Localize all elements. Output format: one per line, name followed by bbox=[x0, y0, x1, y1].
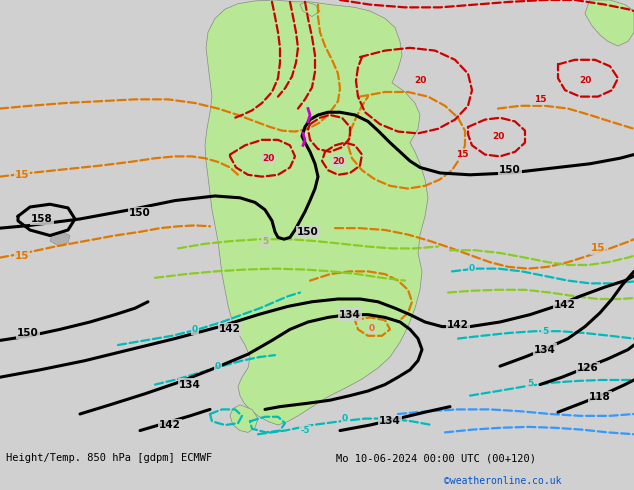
Text: 20: 20 bbox=[332, 156, 344, 166]
Text: 134: 134 bbox=[339, 310, 361, 319]
Text: 118: 118 bbox=[589, 392, 611, 402]
Text: 158: 158 bbox=[31, 214, 53, 224]
Text: 126: 126 bbox=[577, 363, 599, 373]
Text: 20: 20 bbox=[579, 76, 591, 85]
Polygon shape bbox=[50, 232, 70, 245]
Text: 5: 5 bbox=[527, 379, 533, 388]
Text: 15: 15 bbox=[15, 251, 29, 261]
Text: ©weatheronline.co.uk: ©weatheronline.co.uk bbox=[444, 476, 561, 486]
Polygon shape bbox=[300, 2, 320, 17]
Text: 0: 0 bbox=[369, 324, 375, 333]
Text: 150: 150 bbox=[297, 227, 319, 237]
Text: 20: 20 bbox=[262, 154, 274, 163]
Polygon shape bbox=[205, 0, 428, 425]
Text: 0: 0 bbox=[215, 362, 221, 370]
Text: 142: 142 bbox=[159, 420, 181, 430]
Text: 134: 134 bbox=[534, 344, 556, 355]
Text: 15: 15 bbox=[456, 150, 469, 159]
Text: 20: 20 bbox=[414, 76, 426, 85]
Polygon shape bbox=[585, 0, 634, 46]
Text: 134: 134 bbox=[379, 416, 401, 426]
Text: 0: 0 bbox=[192, 325, 198, 334]
Text: 20: 20 bbox=[492, 132, 504, 141]
Text: 15: 15 bbox=[591, 244, 605, 253]
Text: 5: 5 bbox=[262, 237, 268, 245]
Polygon shape bbox=[230, 405, 258, 432]
Text: 0: 0 bbox=[342, 414, 348, 423]
Text: 134: 134 bbox=[179, 380, 201, 390]
Text: 142: 142 bbox=[447, 320, 469, 330]
Text: 15: 15 bbox=[15, 170, 29, 180]
Text: 150: 150 bbox=[17, 328, 39, 338]
Text: 150: 150 bbox=[129, 208, 151, 219]
Text: 150: 150 bbox=[499, 165, 521, 175]
Text: Mo 10-06-2024 00:00 UTC (00+120): Mo 10-06-2024 00:00 UTC (00+120) bbox=[336, 453, 536, 463]
Text: -5: -5 bbox=[301, 426, 310, 435]
Text: 5: 5 bbox=[542, 327, 548, 336]
Text: 0: 0 bbox=[469, 264, 475, 273]
Text: 142: 142 bbox=[219, 324, 241, 334]
Text: 15: 15 bbox=[534, 95, 547, 104]
Text: Height/Temp. 850 hPa [gdpm] ECMWF: Height/Temp. 850 hPa [gdpm] ECMWF bbox=[6, 453, 212, 463]
Text: 142: 142 bbox=[554, 300, 576, 311]
